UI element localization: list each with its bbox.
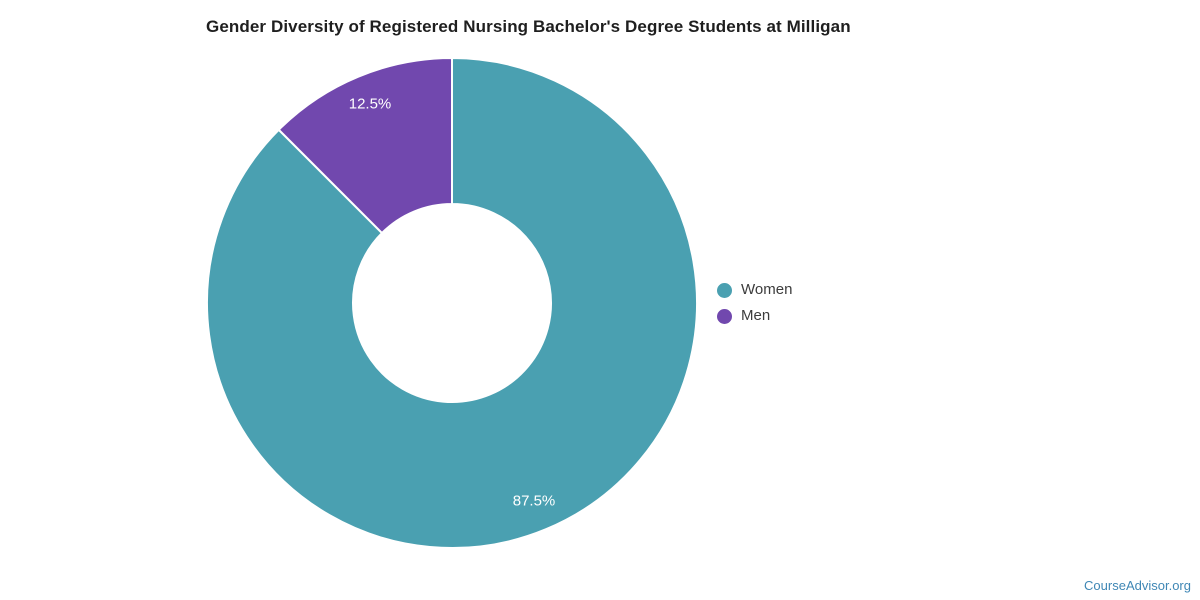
slice-label-men: 12.5% <box>348 95 392 113</box>
chart-title: Gender Diversity of Registered Nursing B… <box>206 17 851 36</box>
legend-swatch-women-icon <box>717 282 732 298</box>
legend-item-men[interactable]: Men <box>717 307 792 325</box>
legend-swatch-men-icon <box>717 308 732 324</box>
legend-item-women[interactable]: Women <box>717 281 792 299</box>
slice-label-women: 87.5% <box>512 492 556 510</box>
pie-slice-men[interactable] <box>277 57 453 234</box>
legend: Women Men <box>717 281 792 325</box>
legend-label-women: Women <box>741 281 793 298</box>
pie-slice-women[interactable] <box>206 57 698 549</box>
courseadvisor-brand-link[interactable]: CourseAdvisor.org <box>1084 578 1191 593</box>
legend-label-men: Men <box>741 307 771 324</box>
